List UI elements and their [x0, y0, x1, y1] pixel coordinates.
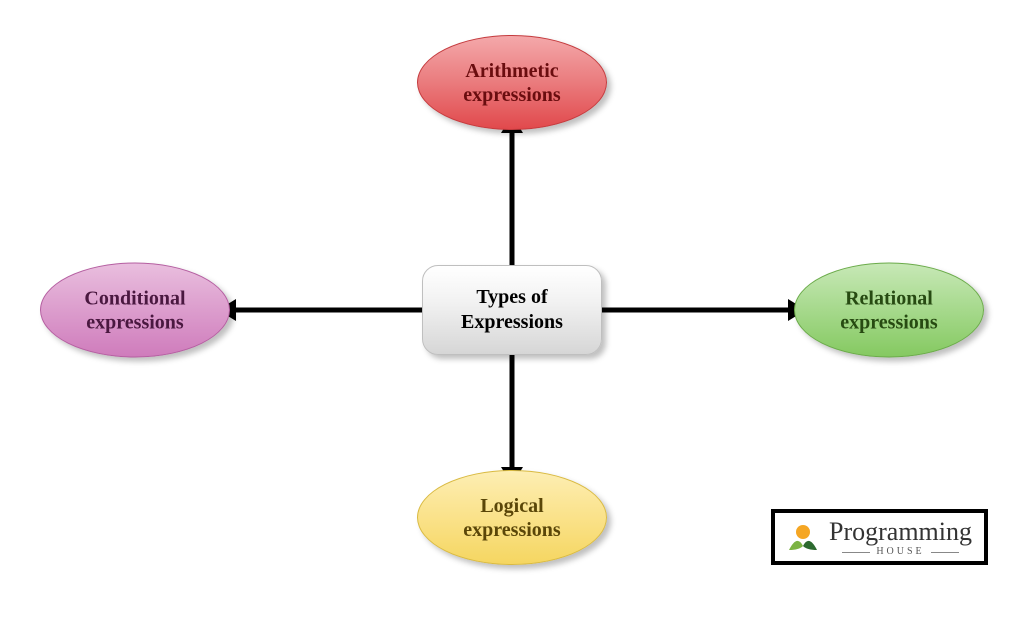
node-arithmetic: Arithmetic expressions: [417, 35, 607, 130]
node-conditional: Conditional expressions: [40, 263, 230, 358]
arrow-line-down: [510, 355, 515, 469]
arrow-line-left: [236, 308, 422, 313]
programming-house-logo: Programming HOUSE: [771, 509, 988, 565]
logo-mark-icon: [785, 520, 821, 556]
node-logical: Logical expressions: [417, 470, 607, 565]
logo-text: Programming HOUSE: [829, 519, 972, 557]
logo-main-text: Programming: [829, 519, 972, 545]
arrow-line-up: [510, 131, 515, 265]
logo-sub-text: HOUSE: [842, 547, 958, 557]
center-node: Types of Expressions: [422, 265, 602, 355]
arrow-line-right: [602, 308, 788, 313]
node-relational: Relational expressions: [794, 263, 984, 358]
